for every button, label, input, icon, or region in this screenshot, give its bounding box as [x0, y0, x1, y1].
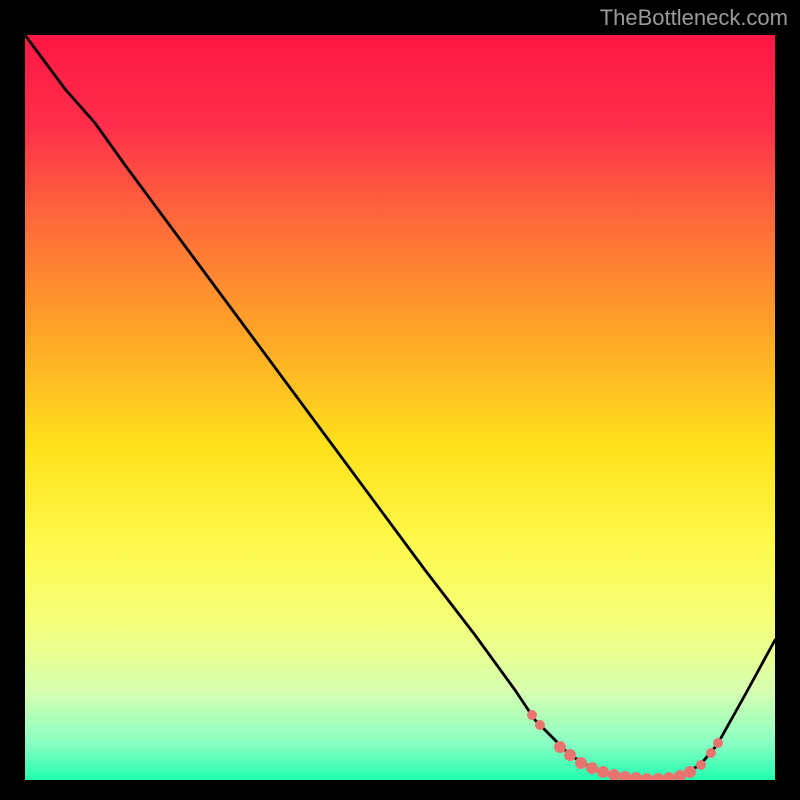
gradient-background [25, 35, 775, 780]
curve-marker [696, 760, 706, 770]
curve-marker [564, 749, 576, 761]
curve-marker [554, 741, 566, 753]
curve-marker [713, 738, 723, 748]
chart-svg [25, 35, 775, 780]
curve-marker [535, 720, 545, 730]
curve-marker [597, 766, 609, 778]
curve-marker [706, 748, 716, 758]
curve-marker [575, 757, 587, 769]
bottleneck-chart [25, 35, 775, 780]
watermark-text: TheBottleneck.com [600, 5, 788, 31]
curve-marker [586, 762, 598, 774]
curve-marker [527, 710, 537, 720]
curve-marker [684, 766, 696, 778]
